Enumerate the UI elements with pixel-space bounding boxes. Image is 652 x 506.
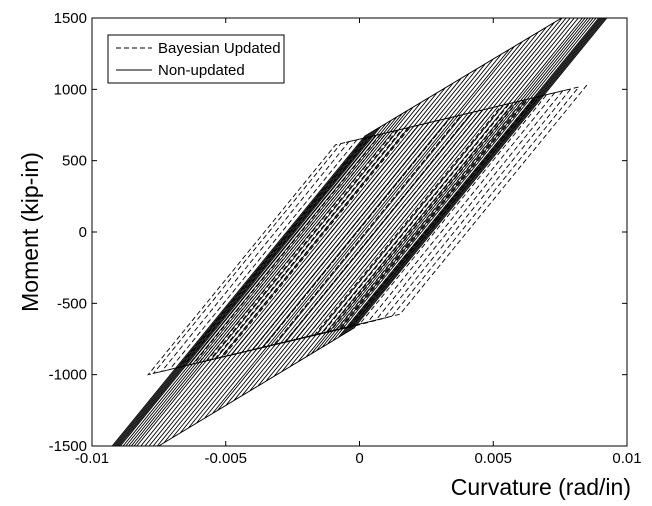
x-axis-label: Curvature (rad/in): [451, 474, 631, 500]
y-tick-label: -1000: [49, 367, 87, 384]
x-tick-label: -0.005: [204, 450, 247, 467]
legend-box: [107, 34, 285, 84]
series-layer: [111, 18, 608, 446]
x-tick-label: 0: [355, 450, 363, 467]
y-axis-label: Moment (kip-in): [17, 152, 43, 312]
y-tick-label: 0: [79, 224, 87, 241]
y-tick-label: 500: [62, 153, 87, 170]
x-tick-label: 0.005: [474, 450, 512, 467]
legend-label-bayesian-updated: Bayesian Updated: [158, 40, 281, 57]
legend: Bayesian Updated Non-updated: [107, 34, 285, 84]
y-tick-label: -500: [57, 295, 87, 312]
x-tick-label: 0.01: [612, 450, 641, 467]
y-tick-label: 1500: [54, 10, 87, 27]
x-tick-label: -0.01: [75, 450, 109, 467]
y-tick-label: -1500: [49, 438, 87, 455]
legend-label-non-updated: Non-updated: [158, 62, 245, 79]
x-axis: -0.01 -0.005 0 0.005 0.01: [75, 18, 642, 467]
y-tick-label: 1000: [54, 81, 87, 98]
series-line-non-updated: [111, 18, 608, 446]
y-axis: -1500 -1000 -500 0 500 1000 1500: [49, 10, 627, 455]
